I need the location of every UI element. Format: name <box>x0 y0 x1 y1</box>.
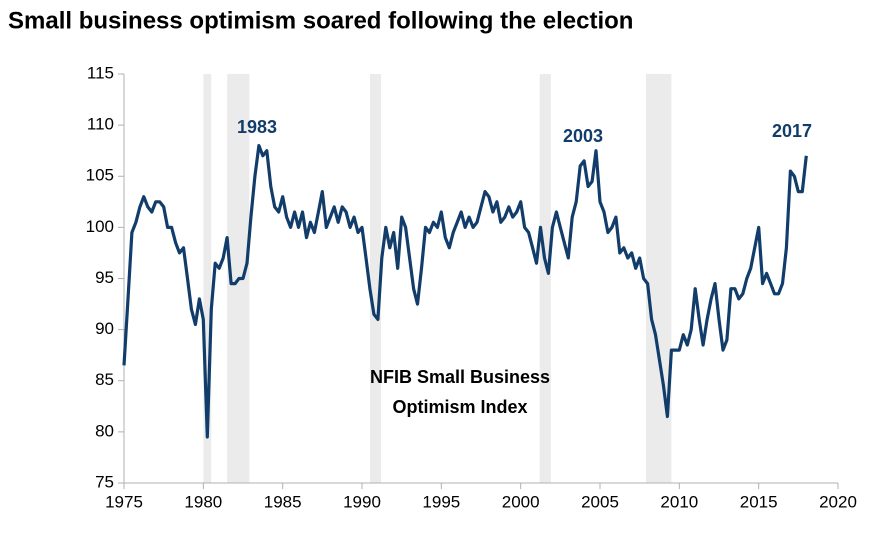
y-tick-label: 95 <box>95 268 114 287</box>
y-tick-label: 85 <box>95 370 114 389</box>
y-tick-label: 75 <box>95 472 114 491</box>
x-tick-label: 2015 <box>740 492 778 511</box>
y-tick-label: 110 <box>87 115 114 134</box>
annotation: 2003 <box>563 126 603 146</box>
chart-title: Small business optimism soared following… <box>8 7 633 34</box>
index-line <box>122 144 808 439</box>
y-tick-label: 90 <box>95 319 114 338</box>
annotation: 1983 <box>237 117 277 137</box>
annotation: NFIB Small Business <box>370 367 550 387</box>
recession-band <box>539 74 551 483</box>
y-tick-label: 100 <box>86 217 114 236</box>
recession-band <box>203 74 212 483</box>
x-tick-label: 2010 <box>660 492 698 511</box>
x-tick-label: 1975 <box>105 492 143 511</box>
x-tick-label: 2020 <box>819 492 857 511</box>
recession-band <box>369 74 382 483</box>
x-tick-label: 1985 <box>264 492 302 511</box>
x-tick-label: 2000 <box>502 492 540 511</box>
recession-band <box>646 74 672 483</box>
annotation: Optimism Index <box>392 397 527 417</box>
y-tick-label: 80 <box>95 421 114 440</box>
annotation: 2017 <box>772 121 812 141</box>
x-tick-label: 1990 <box>343 492 381 511</box>
y-tick-label: 105 <box>86 166 114 185</box>
x-tick-label: 2005 <box>581 492 619 511</box>
x-tick-label: 1995 <box>422 492 460 511</box>
y-tick-label: 115 <box>87 63 114 82</box>
x-tick-label: 1980 <box>184 492 222 511</box>
